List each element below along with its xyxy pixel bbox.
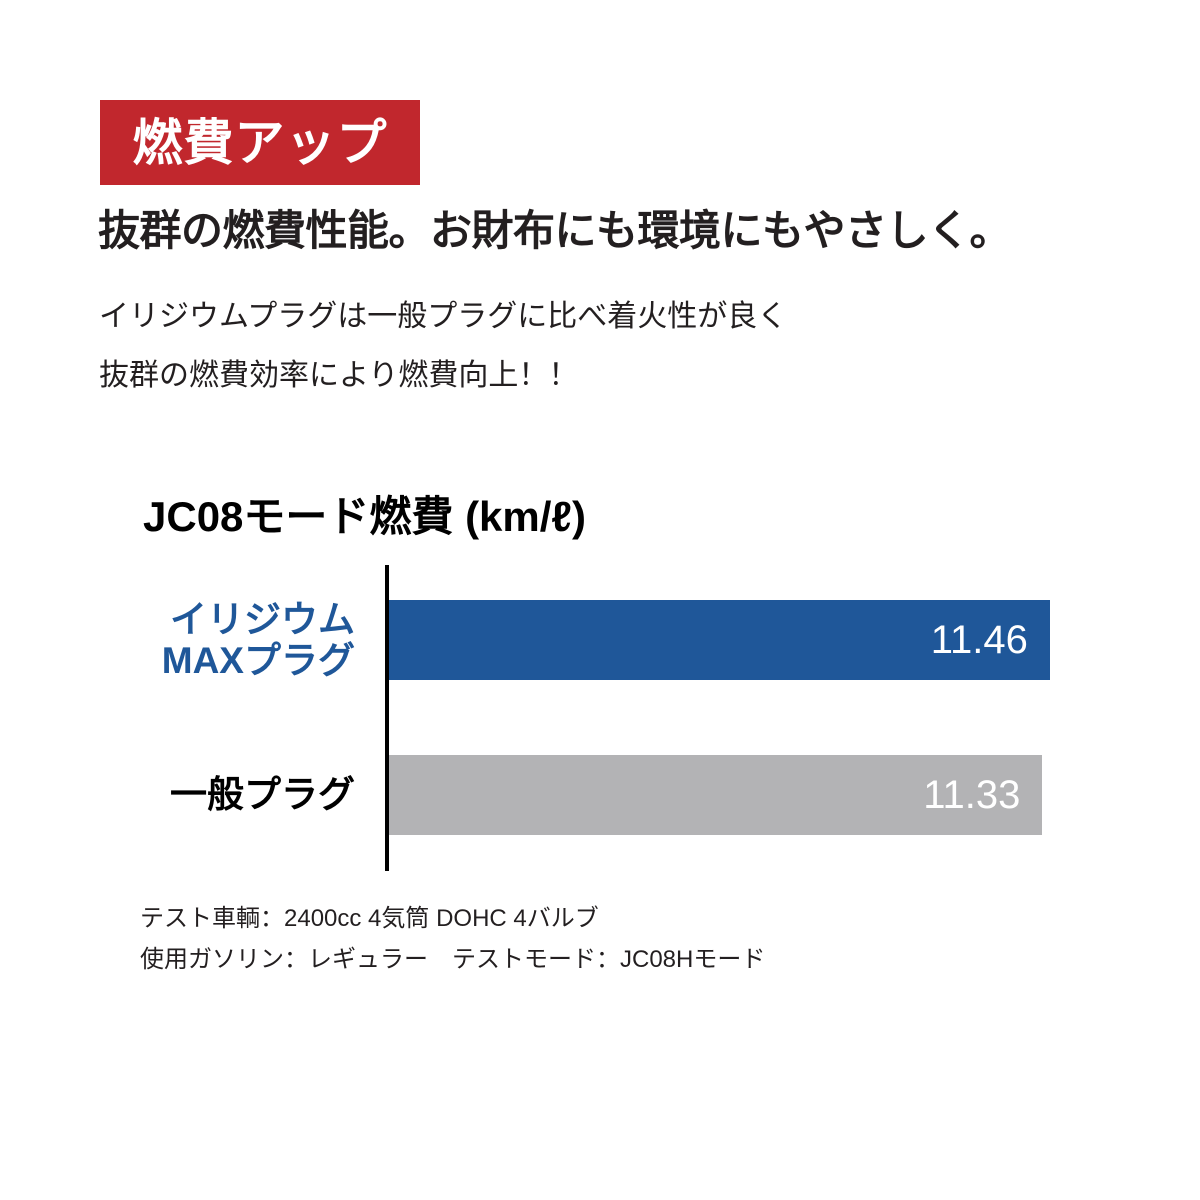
footnote-fuel-and-mode: 使用ガソリン：レギュラー テストモード：JC08Hモード bbox=[140, 946, 766, 974]
bar-iridium: 11.46 bbox=[389, 600, 1050, 680]
body-line-2: 抜群の燃費効率により燃費向上！！ bbox=[99, 358, 579, 392]
bar-value-iridium: 11.46 bbox=[930, 618, 1028, 662]
chart-footnotes: テスト車輌：2400cc 4気筒 DOHC 4バルブ 使用ガソリン：レギュラー … bbox=[140, 898, 765, 981]
headline: 抜群の燃費性能。お財布にも環境にもやさしく。 bbox=[98, 207, 1012, 254]
bar-value-regular: 11.33 bbox=[923, 773, 1021, 817]
banner-label: 燃費アップ bbox=[132, 114, 388, 171]
bar-regular: 11.33 bbox=[389, 755, 1043, 835]
fuel-economy-banner: 燃費アップ bbox=[100, 100, 420, 185]
body-copy: イリジウムプラグは一般プラグに比べ着火性が良く 抜群の燃費効率により燃費向上！！ bbox=[99, 288, 787, 405]
footnote-test-vehicle: テスト車輌：2400cc 4気筒 DOHC 4バルブ bbox=[140, 905, 599, 932]
category-label-line-1: イリジウム bbox=[170, 598, 355, 640]
category-label-regular: 一般プラグ bbox=[130, 755, 355, 835]
category-label-iridium: イリジウム MAXプラグ bbox=[130, 598, 355, 681]
body-line-1: イリジウムプラグは一般プラグに比べ着火性が良く bbox=[99, 300, 788, 333]
chart-title: JC08モード燃費 (km/ℓ) bbox=[143, 493, 586, 540]
chart-axis-line bbox=[385, 565, 389, 871]
category-label-line-1: 一般プラグ bbox=[170, 774, 355, 816]
category-label-line-2: MAXプラグ bbox=[161, 640, 355, 681]
